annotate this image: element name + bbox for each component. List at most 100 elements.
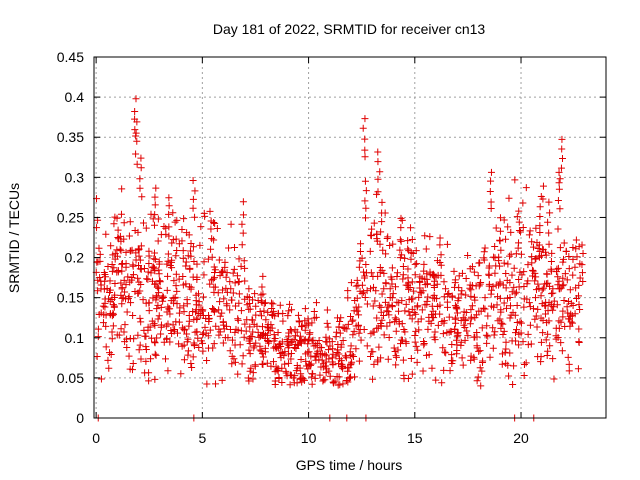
data-point-marker xyxy=(478,324,486,332)
data-point-marker xyxy=(429,307,437,315)
data-point-marker xyxy=(106,286,114,294)
data-point-marker xyxy=(457,341,465,349)
data-point-marker xyxy=(251,361,259,369)
data-point-marker xyxy=(359,268,367,276)
data-point-marker xyxy=(150,249,158,257)
data-point-marker xyxy=(169,321,177,329)
data-point-marker xyxy=(357,336,365,344)
data-point-marker xyxy=(113,252,121,260)
data-point-marker xyxy=(268,305,276,313)
data-point-marker xyxy=(384,355,392,363)
data-point-marker xyxy=(487,205,495,213)
data-point-marker xyxy=(332,333,340,341)
data-point-marker xyxy=(131,287,139,295)
data-point-marker xyxy=(467,356,475,364)
data-point-marker xyxy=(352,282,360,290)
data-point-marker xyxy=(296,364,304,372)
data-point-marker xyxy=(554,225,562,233)
data-point-marker xyxy=(434,321,442,329)
data-point-marker xyxy=(122,281,130,289)
data-point-marker xyxy=(538,300,546,308)
data-point-marker xyxy=(198,307,206,315)
data-point-marker xyxy=(218,376,226,384)
data-point-marker xyxy=(532,286,540,294)
data-point-marker xyxy=(227,220,235,228)
data-point-marker xyxy=(114,234,122,242)
data-point-marker xyxy=(445,289,453,297)
data-point-marker xyxy=(244,374,252,382)
data-point-marker xyxy=(193,275,201,283)
data-point-marker xyxy=(216,298,224,306)
data-point-marker xyxy=(548,267,556,275)
data-point-marker xyxy=(430,281,438,289)
data-point-marker xyxy=(166,262,174,270)
data-point-marker xyxy=(386,285,394,293)
data-point-marker xyxy=(369,348,377,356)
data-point-marker xyxy=(374,148,382,156)
data-point-marker xyxy=(236,341,244,349)
y-ticks: 0 0.05 0.1 0.15 0.2 0.25 0.3 0.35 0.4 0.45 xyxy=(57,49,606,426)
data-point-marker xyxy=(238,220,246,228)
data-point-marker xyxy=(273,366,281,374)
data-point-marker xyxy=(500,216,508,224)
data-point-marker xyxy=(212,380,220,388)
data-point-marker xyxy=(157,303,165,311)
data-point-marker xyxy=(274,329,282,337)
data-point-marker xyxy=(393,273,401,281)
data-point-marker xyxy=(424,293,432,301)
data-point-marker xyxy=(503,294,511,302)
data-point-marker xyxy=(285,332,293,340)
data-point-marker xyxy=(565,253,573,261)
data-point-marker xyxy=(336,381,344,389)
data-point-marker xyxy=(118,267,126,275)
data-point-marker xyxy=(520,371,528,379)
data-point-marker xyxy=(391,318,399,326)
data-point-marker xyxy=(128,366,136,374)
data-point-marker xyxy=(136,184,144,192)
data-point-marker xyxy=(560,297,568,305)
data-point-marker xyxy=(145,377,153,385)
data-point-marker xyxy=(264,321,272,329)
data-point-marker xyxy=(496,236,504,244)
data-point-marker xyxy=(162,224,170,232)
data-point-marker xyxy=(502,284,510,292)
data-point-marker xyxy=(496,227,504,235)
data-point-marker xyxy=(506,314,514,322)
data-point-marker xyxy=(377,228,385,236)
data-point-marker xyxy=(526,321,534,329)
data-point-marker xyxy=(175,318,183,326)
data-point-marker xyxy=(291,332,299,340)
data-point-marker xyxy=(163,286,171,294)
data-point-marker xyxy=(440,366,448,374)
y-tick-label: 0.45 xyxy=(57,49,84,65)
data-point-marker xyxy=(358,281,366,289)
data-point-marker xyxy=(263,359,271,367)
data-point-marker xyxy=(170,299,178,307)
data-point-marker xyxy=(371,297,379,305)
data-point-marker xyxy=(466,320,474,328)
data-point-marker xyxy=(303,362,311,370)
y-tick-label: 0.1 xyxy=(65,330,85,346)
data-point-marker xyxy=(411,338,419,346)
data-point-marker xyxy=(549,355,557,363)
data-point-marker xyxy=(189,204,197,212)
data-point-marker xyxy=(310,314,318,322)
data-point-marker xyxy=(165,202,173,210)
data-point-marker xyxy=(339,380,347,388)
data-point-marker xyxy=(118,260,126,268)
data-point-marker xyxy=(404,237,412,245)
data-point-marker xyxy=(555,185,563,193)
data-point-marker xyxy=(531,255,539,263)
data-point-marker xyxy=(101,299,109,307)
y-tick-label: 0.2 xyxy=(65,250,85,266)
data-point-marker xyxy=(323,306,331,314)
data-point-marker xyxy=(305,335,313,343)
data-point-marker xyxy=(405,247,413,255)
data-point-marker xyxy=(298,322,306,330)
data-point-marker xyxy=(298,374,306,382)
data-point-marker xyxy=(443,240,451,248)
data-point-marker xyxy=(390,344,398,352)
data-point-marker xyxy=(497,246,505,254)
data-point-marker xyxy=(191,213,199,221)
data-point-marker xyxy=(367,232,375,240)
